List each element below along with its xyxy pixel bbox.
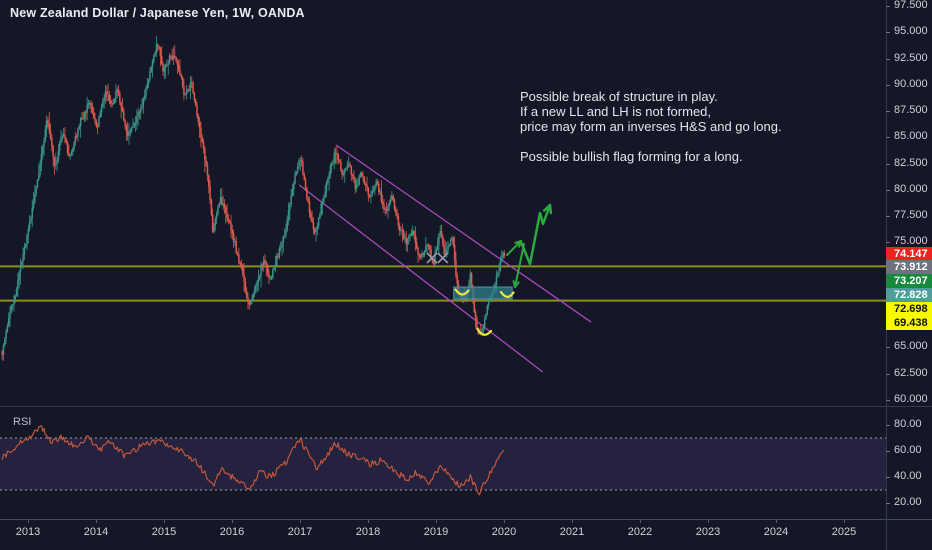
price-tick-label: 62.500 — [894, 366, 928, 379]
price-tick — [886, 216, 890, 217]
year-label: 2024 — [763, 526, 789, 538]
price-tick — [886, 373, 890, 375]
drawing-price-label: 72.698 — [886, 301, 932, 316]
year-label: 2022 — [627, 526, 653, 538]
year-tick — [28, 519, 29, 523]
pane-separator[interactable] — [0, 406, 932, 407]
year-tick — [708, 519, 709, 523]
price-tick — [886, 163, 890, 165]
price-tick — [886, 347, 890, 349]
drawing-price-label: 72.828 — [886, 287, 932, 302]
year-label: 2020 — [491, 526, 517, 538]
rsi-tick — [886, 425, 890, 426]
year-label: 2021 — [559, 526, 585, 538]
price-tick-label: 65.000 — [894, 340, 928, 353]
time-axis[interactable]: 2013 2014 2015 2016 2017 2018 2019 2020 2021 2022… — [0, 519, 932, 550]
rsi-tick-label: 80.00 — [894, 418, 922, 430]
year-label: 2017 — [287, 526, 313, 538]
price-tick — [886, 58, 890, 60]
year-label: 2018 — [355, 526, 381, 538]
rsi-tick — [886, 477, 890, 478]
year-label: 2015 — [151, 526, 177, 538]
rsi-tick-label: 40.00 — [894, 470, 922, 482]
price-tick-label: 75.000 — [894, 235, 928, 248]
annotation-line: Possible break of structure in play. — [520, 89, 718, 104]
accumulation-box-drawing[interactable] — [453, 286, 513, 300]
drawing-price-label: 69.438 — [886, 315, 932, 330]
price-tick-label: 77.500 — [894, 209, 928, 221]
price-tick — [886, 137, 890, 139]
annotation-line: price may form an inverses H&S and go lo… — [520, 119, 782, 134]
year-tick — [844, 519, 845, 523]
year-tick — [300, 519, 301, 523]
price-tick-label: 90.000 — [894, 77, 928, 90]
rsi-indicator-label[interactable]: RSI — [13, 416, 32, 428]
x-marks[interactable] — [426, 252, 449, 264]
year-tick — [572, 519, 573, 523]
price-tick-label: 92.500 — [894, 51, 928, 64]
rsi-tick — [886, 451, 890, 452]
rsi-pane — [0, 425, 886, 496]
candlestick-series — [1, 35, 506, 361]
year-tick — [640, 519, 641, 523]
year-label: 2016 — [219, 526, 245, 538]
price-tick — [886, 84, 890, 86]
year-tick — [776, 519, 777, 523]
year-label: 2014 — [83, 526, 109, 538]
year-tick — [368, 519, 369, 523]
price-tick-label: 82.500 — [894, 156, 928, 169]
price-tick-label: 60.000 — [894, 392, 928, 405]
annotation-line — [520, 134, 782, 149]
annotation-text-drawing[interactable]: Possible break of structure in play. If … — [520, 89, 782, 164]
price-tick — [886, 189, 890, 191]
drawing-price-label: 74.147 — [886, 246, 932, 261]
bullish-projection-arrows[interactable] — [506, 203, 553, 288]
price-axis[interactable]: 97.500 95.000 92.500 90.000 87.500 85.000 82.5… — [886, 0, 932, 519]
year-label: 2025 — [831, 526, 857, 538]
annotation-line: Possible bullish flag forming for a long… — [520, 149, 743, 164]
rsi-tick-label: 20.00 — [894, 496, 922, 508]
year-label: 2019 — [423, 526, 449, 538]
price-tick-label: 85.000 — [894, 130, 928, 143]
price-tick — [886, 399, 890, 401]
yellow-arc-marks[interactable] — [454, 288, 515, 336]
drawing-price-label: 73.912 — [886, 260, 932, 275]
year-tick — [232, 519, 233, 523]
price-tick-label: 95.000 — [894, 25, 928, 38]
year-tick — [436, 519, 437, 523]
rsi-tick — [886, 503, 890, 504]
time-axis-border — [0, 519, 932, 520]
rsi-tick-label: 60.00 — [894, 444, 922, 456]
year-tick — [504, 519, 505, 523]
year-tick — [96, 519, 97, 523]
year-label: 2013 — [15, 526, 41, 538]
year-label: 2023 — [695, 526, 721, 538]
price-tick — [886, 32, 890, 34]
drawing-price-label: 73.207 — [886, 274, 932, 289]
price-tick-label: 97.500 — [894, 0, 928, 11]
price-tick-label: 80.000 — [894, 182, 928, 195]
symbol-title[interactable]: New Zealand Dollar / Japanese Yen, 1W, O… — [10, 6, 305, 20]
price-tick-label: 87.500 — [894, 104, 928, 116]
annotation-line: If a new LL and LH is not formed, — [520, 104, 712, 119]
support-resistance-lines[interactable] — [0, 265, 886, 302]
chart-canvas[interactable] — [0, 0, 886, 519]
price-tick — [886, 242, 890, 244]
price-tick — [886, 6, 890, 7]
price-tick — [886, 111, 890, 112]
year-tick — [164, 519, 165, 523]
descending-channel-lines[interactable] — [298, 144, 592, 373]
